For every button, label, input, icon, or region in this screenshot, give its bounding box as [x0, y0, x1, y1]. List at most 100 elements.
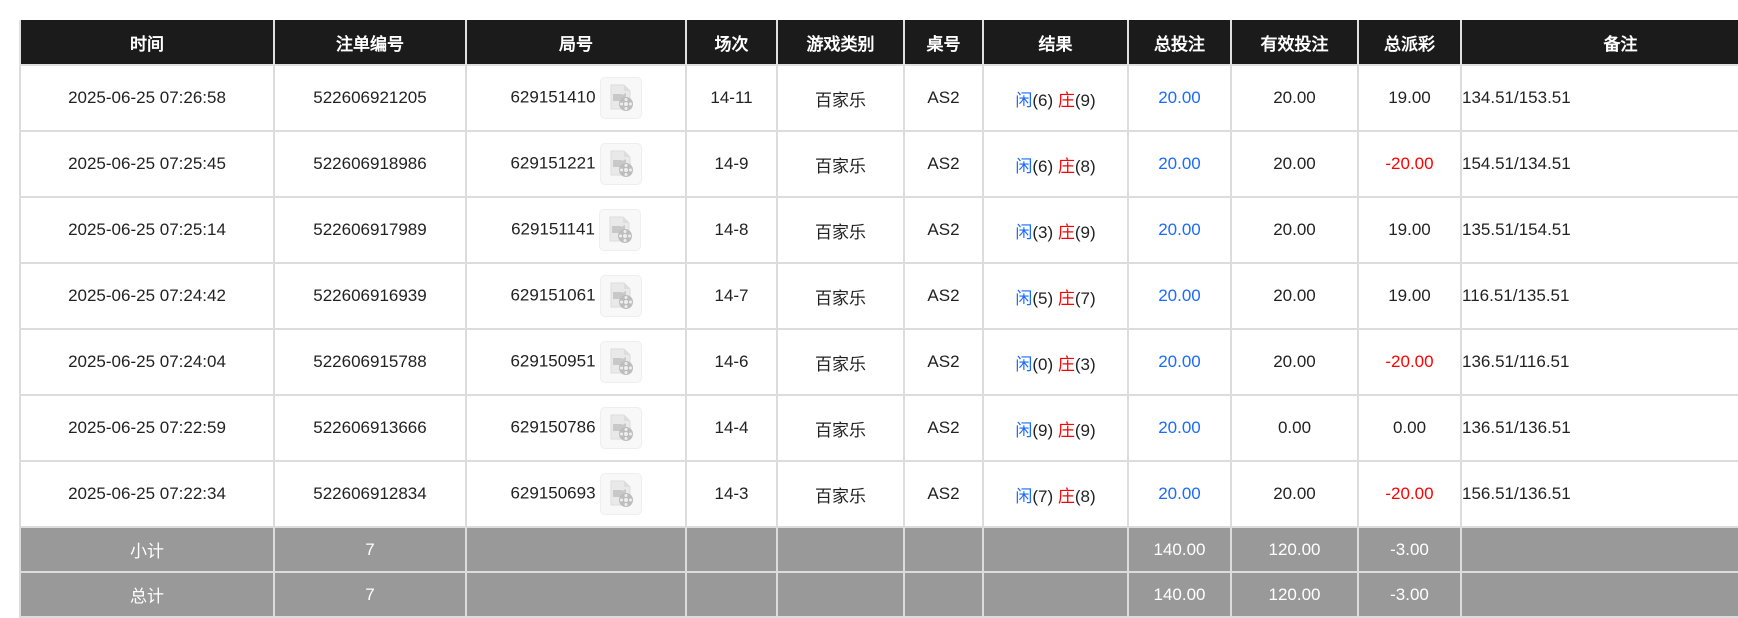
cell-session: 14-9 — [685, 130, 778, 198]
cell-total-bet[interactable]: 20.00 — [1127, 460, 1232, 528]
subtotal-row: 小计 7 140.00 120.00 -3.00 — [19, 526, 1738, 573]
cell-remark: 136.51/116.51 — [1460, 328, 1738, 396]
cell-total-payout: -20.00 — [1357, 130, 1462, 198]
player-score: (5) — [1032, 288, 1054, 308]
cell-remark: 136.51/136.51 — [1460, 394, 1738, 462]
cell-bet-id: 522606918986 — [273, 130, 467, 198]
cell-result: 闲(0) 庄(3) — [982, 328, 1129, 396]
header-valid-bet: 有效投注 — [1230, 20, 1359, 66]
round-number: 629150693 — [510, 483, 596, 503]
cell-total-bet[interactable]: 20.00 — [1127, 196, 1232, 264]
cell-valid-bet: 20.00 — [1230, 262, 1359, 330]
cell-bet-id: 522606912834 — [273, 460, 467, 528]
header-result: 结果 — [982, 20, 1129, 66]
cell-remark: 156.51/136.51 — [1460, 460, 1738, 528]
empty-cell — [982, 571, 1129, 618]
cell-valid-bet: 0.00 — [1230, 394, 1359, 462]
cell-round: 629150693 — [465, 460, 687, 528]
header-total-payout: 总派彩 — [1357, 20, 1462, 66]
cell-total-payout: 19.00 — [1357, 196, 1462, 264]
empty-cell — [776, 571, 905, 618]
cell-bet-id: 522606915788 — [273, 328, 467, 396]
header-game-type: 游戏类别 — [776, 20, 905, 66]
cell-total-bet[interactable]: 20.00 — [1127, 394, 1232, 462]
empty-cell — [903, 571, 984, 618]
cell-remark: 154.51/134.51 — [1460, 130, 1738, 198]
banker-score: (9) — [1074, 420, 1096, 440]
empty-cell — [982, 526, 1129, 573]
cell-time: 2025-06-25 07:22:34 — [19, 460, 275, 528]
video-replay-icon[interactable] — [599, 77, 642, 119]
banker-label: 庄 — [1057, 486, 1075, 506]
cell-table-no: AS2 — [903, 64, 984, 132]
cell-time: 2025-06-25 07:24:42 — [19, 262, 275, 330]
cell-round: 629151061 — [465, 262, 687, 330]
video-replay-icon[interactable] — [599, 275, 642, 317]
cell-result: 闲(3) 庄(9) — [982, 196, 1129, 264]
cell-result: 闲(7) 庄(8) — [982, 460, 1129, 528]
video-replay-icon[interactable] — [599, 473, 642, 515]
cell-valid-bet: 20.00 — [1230, 130, 1359, 198]
header-round: 局号 — [465, 20, 687, 66]
cell-time: 2025-06-25 07:24:04 — [19, 328, 275, 396]
summary-valid-bet: 120.00 — [1230, 571, 1359, 618]
empty-cell — [465, 526, 687, 573]
round-number: 629150786 — [510, 417, 596, 437]
cell-time: 2025-06-25 07:25:45 — [19, 130, 275, 198]
cell-table-no: AS2 — [903, 196, 984, 264]
total-row: 总计 7 140.00 120.00 -3.00 — [19, 571, 1738, 618]
table-row: 2025-06-25 07:22:34 522606912834 629150693… — [19, 460, 1738, 528]
cell-time: 2025-06-25 07:22:59 — [19, 394, 275, 462]
banker-score: (7) — [1074, 288, 1096, 308]
header-bet-id: 注单编号 — [273, 20, 467, 66]
cell-bet-id: 522606916939 — [273, 262, 467, 330]
player-label: 闲 — [1015, 354, 1033, 374]
table-row: 2025-06-25 07:25:45 522606918986 629151221… — [19, 130, 1738, 198]
cell-table-no: AS2 — [903, 460, 984, 528]
cell-result: 闲(6) 庄(9) — [982, 64, 1129, 132]
cell-session: 14-11 — [685, 64, 778, 132]
table-row: 2025-06-25 07:24:04 522606915788 629150951… — [19, 328, 1738, 396]
cell-total-bet[interactable]: 20.00 — [1127, 328, 1232, 396]
player-label: 闲 — [1015, 90, 1033, 110]
cell-session: 14-8 — [685, 196, 778, 264]
bet-records-table: 时间 注单编号 局号 场次 游戏类别 桌号 结果 总投注 有效投注 总派彩 备注 2025-06-2… — [19, 20, 1738, 618]
empty-cell — [903, 526, 984, 573]
banker-label: 庄 — [1057, 90, 1075, 110]
banker-score: (8) — [1074, 156, 1096, 176]
empty-cell — [685, 571, 778, 618]
banker-label: 庄 — [1057, 156, 1075, 176]
player-score: (7) — [1032, 486, 1054, 506]
empty-cell — [776, 526, 905, 573]
cell-game-type: 百家乐 — [776, 262, 905, 330]
header-table-no: 桌号 — [903, 20, 984, 66]
cell-round: 629150786 — [465, 394, 687, 462]
cell-game-type: 百家乐 — [776, 328, 905, 396]
cell-time: 2025-06-25 07:25:14 — [19, 196, 275, 264]
video-replay-icon[interactable] — [599, 341, 642, 383]
video-replay-icon[interactable] — [599, 143, 642, 185]
player-score: (9) — [1032, 420, 1054, 440]
table-header: 时间 注单编号 局号 场次 游戏类别 桌号 结果 总投注 有效投注 总派彩 备注 — [19, 20, 1738, 66]
summary-total-bet: 140.00 — [1127, 571, 1232, 618]
cell-valid-bet: 20.00 — [1230, 328, 1359, 396]
cell-game-type: 百家乐 — [776, 196, 905, 264]
cell-total-bet[interactable]: 20.00 — [1127, 64, 1232, 132]
cell-round: 629151221 — [465, 130, 687, 198]
cell-round: 629151141 — [465, 196, 687, 264]
table-row: 2025-06-25 07:25:14 522606917989 629151141… — [19, 196, 1738, 264]
cell-valid-bet: 20.00 — [1230, 196, 1359, 264]
cell-valid-bet: 20.00 — [1230, 64, 1359, 132]
cell-round: 629151410 — [465, 64, 687, 132]
video-replay-icon[interactable] — [598, 209, 641, 251]
video-replay-icon[interactable] — [599, 407, 642, 449]
cell-total-bet[interactable]: 20.00 — [1127, 130, 1232, 198]
round-number: 629150951 — [510, 351, 596, 371]
header-remark: 备注 — [1460, 20, 1738, 66]
table-row: 2025-06-25 07:26:58 522606921205 629151410… — [19, 64, 1738, 132]
summary-count: 7 — [273, 526, 467, 573]
cell-bet-id: 522606913666 — [273, 394, 467, 462]
banker-score: (9) — [1074, 222, 1096, 242]
cell-total-bet[interactable]: 20.00 — [1127, 262, 1232, 330]
cell-round: 629150951 — [465, 328, 687, 396]
